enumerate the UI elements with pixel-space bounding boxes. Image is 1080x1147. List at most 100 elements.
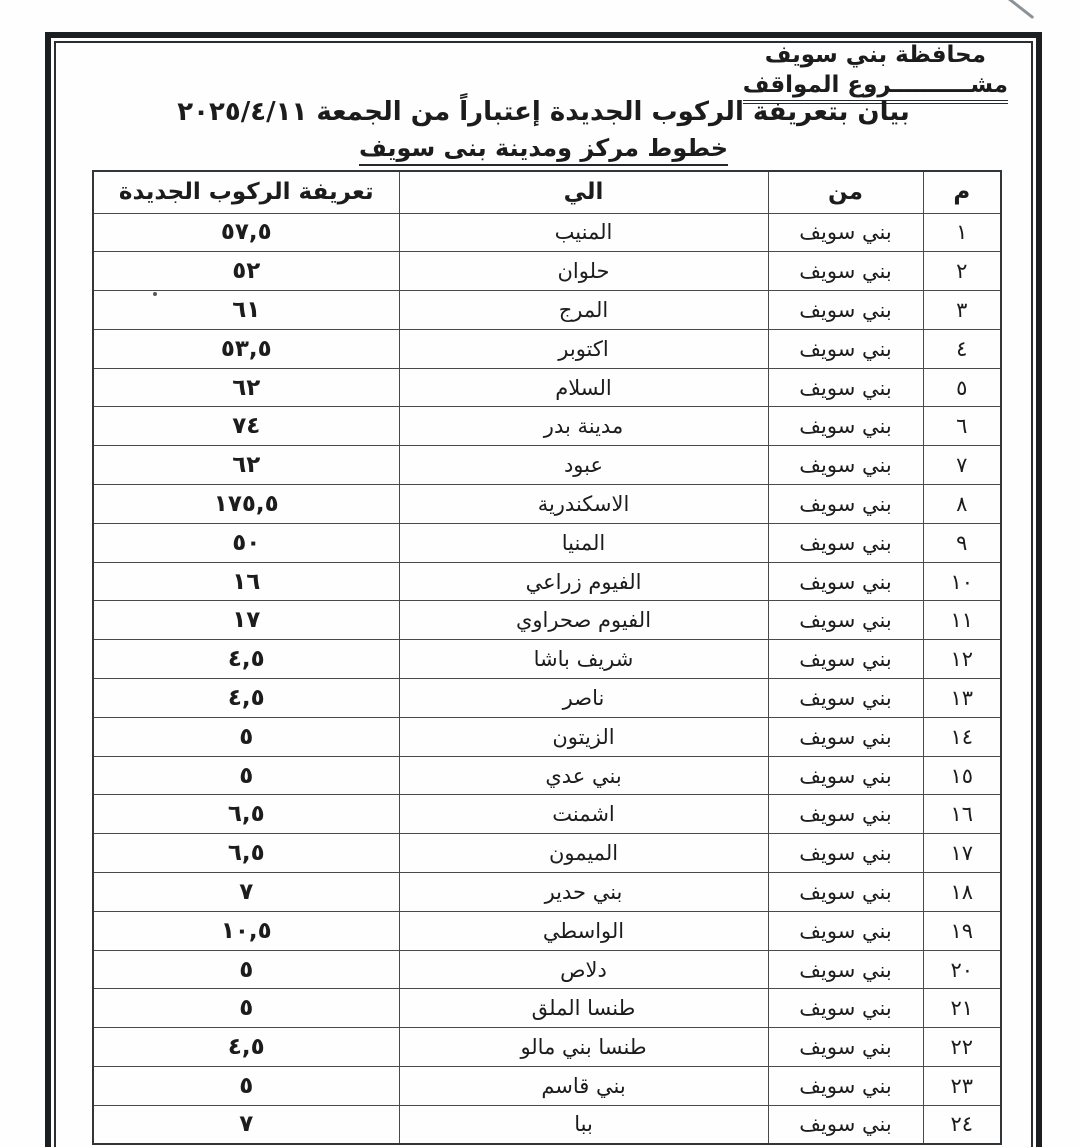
row-number-cell: ٦ bbox=[922, 406, 1002, 447]
origin-cell: بني سويف bbox=[767, 755, 924, 796]
fare-cell: ٦٢ bbox=[92, 367, 400, 408]
project-name: مشــــــــــروع المواقف bbox=[742, 72, 1008, 105]
row-number-cell: ٢٢ bbox=[922, 1027, 1002, 1068]
destination-cell: دلاص bbox=[398, 949, 769, 990]
page-border-frame bbox=[45, 32, 1042, 1147]
fare-cell: ١٠,٥ bbox=[92, 910, 400, 951]
fare-cell: ٧٤ bbox=[92, 406, 400, 447]
destination-cell: المنيا bbox=[398, 522, 769, 563]
fare-cell: ٥٢ bbox=[92, 251, 400, 292]
row-number-cell: ١٦ bbox=[922, 794, 1002, 835]
fare-cell: ١٦ bbox=[92, 561, 400, 602]
origin-cell: بني سويف bbox=[767, 639, 924, 680]
destination-cell: شريف باشا bbox=[398, 639, 769, 680]
origin-cell: بني سويف bbox=[767, 290, 924, 330]
table-row: ٢٢ بني سويف طنسا بني مالو ٤,٥ bbox=[92, 1027, 1002, 1068]
header-row: م من الي تعريفة الركوب الجديدة bbox=[92, 170, 1002, 214]
origin-cell: بني سويف bbox=[767, 367, 924, 408]
destination-cell: ببا bbox=[398, 1104, 769, 1145]
origin-cell: بني سويف bbox=[767, 678, 924, 718]
row-number-cell: ٢٣ bbox=[922, 1066, 1002, 1106]
table-row: ٢٤ بني سويف ببا ٧ bbox=[92, 1104, 1002, 1145]
row-number-cell: ١ bbox=[922, 212, 1002, 253]
origin-cell: بني سويف bbox=[767, 600, 924, 641]
origin-cell: بني سويف bbox=[767, 794, 924, 835]
fare-cell: ٥٧,٥ bbox=[92, 212, 400, 253]
fare-cell: ٥ bbox=[92, 949, 400, 990]
fare-cell: ١٧ bbox=[92, 600, 400, 641]
origin-cell: بني سويف bbox=[767, 328, 924, 369]
document-title: بيان بتعريفة الركوب الجديدة إعتباراً من … bbox=[177, 97, 910, 127]
origin-cell: بني سويف bbox=[767, 716, 924, 757]
row-number-cell: ٢١ bbox=[922, 988, 1002, 1029]
column-header-from: من bbox=[767, 170, 924, 214]
row-number-cell: ١٩ bbox=[922, 910, 1002, 951]
fare-cell: ٤,٥ bbox=[92, 678, 400, 718]
fare-cell: ٤,٥ bbox=[92, 1027, 400, 1068]
destination-cell: بني قاسم bbox=[398, 1066, 769, 1106]
fare-cell: ٧ bbox=[92, 1104, 400, 1145]
fare-cell: ٥٣,٥ bbox=[92, 328, 400, 369]
fare-cell: ٦,٥ bbox=[92, 833, 400, 874]
fare-cell: ٥٠ bbox=[92, 522, 400, 563]
destination-cell: بني عدي bbox=[398, 755, 769, 796]
origin-cell: بني سويف bbox=[767, 988, 924, 1029]
row-number-cell: ١٨ bbox=[922, 872, 1002, 912]
page-border-frame-inner bbox=[54, 41, 1033, 1147]
row-number-cell: ١٤ bbox=[922, 716, 1002, 757]
origin-cell: بني سويف bbox=[767, 1104, 924, 1145]
destination-cell: طنسا الملق bbox=[398, 988, 769, 1029]
origin-cell: بني سويف bbox=[767, 833, 924, 874]
table-row: ١٩ بني سويف الواسطي ١٠,٥ bbox=[92, 910, 1002, 951]
governorate-name: محافظة بني سويف bbox=[764, 42, 986, 68]
table-row: ٩ بني سويف المنيا ٥٠ bbox=[92, 522, 1002, 563]
scan-ink-dot bbox=[153, 292, 157, 296]
table-row: ٢ بني سويف حلوان ٥٢ bbox=[92, 251, 1002, 292]
table-row: ٥ بني سويف السلام ٦٢ bbox=[92, 367, 1002, 408]
fare-cell: ٤,٥ bbox=[92, 639, 400, 680]
row-number-cell: ٢٤ bbox=[922, 1104, 1002, 1145]
row-number-cell: ٣ bbox=[922, 290, 1002, 330]
destination-cell: الميمون bbox=[398, 833, 769, 874]
row-number-cell: ٤ bbox=[922, 328, 1002, 369]
table-row: ١٣ بني سويف ناصر ٤,٥ bbox=[92, 678, 1002, 718]
row-number-cell: ١٠ bbox=[922, 561, 1002, 602]
row-number-cell: ٧ bbox=[922, 445, 1002, 486]
table-row: ٢١ بني سويف طنسا الملق ٥ bbox=[92, 988, 1002, 1029]
table-row: ١ بني سويف المنيب ٥٧,٥ bbox=[92, 212, 1002, 253]
table-row: ٧ بني سويف عبود ٦٢ bbox=[92, 445, 1002, 486]
destination-cell: الفيوم صحراوي bbox=[398, 600, 769, 641]
fare-cell: ٥ bbox=[92, 716, 400, 757]
table-row: ٢٣ بني سويف بني قاسم ٥ bbox=[92, 1066, 1002, 1106]
destination-cell: المنيب bbox=[398, 212, 769, 253]
destination-cell: حلوان bbox=[398, 251, 769, 292]
origin-cell: بني سويف bbox=[767, 949, 924, 990]
table-row: ٢٠ بني سويف دلاص ٥ bbox=[92, 949, 1002, 990]
table-row: ٣ بني سويف المرج ٦١ bbox=[92, 290, 1002, 330]
table-row: ١٧ بني سويف الميمون ٦,٥ bbox=[92, 833, 1002, 874]
column-header-number: م bbox=[922, 170, 1002, 214]
origin-cell: بني سويف bbox=[767, 484, 924, 524]
destination-cell: بني حدير bbox=[398, 872, 769, 912]
table-row: ١٥ بني سويف بني عدي ٥ bbox=[92, 755, 1002, 796]
table-row: ١٦ بني سويف اشمنت ٦,٥ bbox=[92, 794, 1002, 835]
origin-cell: بني سويف bbox=[767, 1066, 924, 1106]
row-number-cell: ٩ bbox=[922, 522, 1002, 563]
origin-cell: بني سويف bbox=[767, 522, 924, 563]
origin-cell: بني سويف bbox=[767, 561, 924, 602]
origin-cell: بني سويف bbox=[767, 251, 924, 292]
destination-cell: الزيتون bbox=[398, 716, 769, 757]
destination-cell: الاسكندرية bbox=[398, 484, 769, 524]
row-number-cell: ٢٠ bbox=[922, 949, 1002, 990]
row-number-cell: ١١ bbox=[922, 600, 1002, 641]
destination-cell: الواسطي bbox=[398, 910, 769, 951]
origin-cell: بني سويف bbox=[767, 212, 924, 253]
destination-cell: السلام bbox=[398, 367, 769, 408]
document-subtitle: خطوط مركز ومدينة بنى سويف bbox=[45, 134, 1042, 166]
fare-table-head: م من الي تعريفة الركوب الجديدة bbox=[92, 170, 1002, 214]
table-row: ١١ بني سويف الفيوم صحراوي ١٧ bbox=[92, 600, 1002, 641]
document-subtitle-text: خطوط مركز ومدينة بنى سويف bbox=[358, 134, 729, 166]
destination-cell: اشمنت bbox=[398, 794, 769, 835]
table-row: ١٤ بني سويف الزيتون ٥ bbox=[92, 716, 1002, 757]
row-number-cell: ١٥ bbox=[922, 755, 1002, 796]
